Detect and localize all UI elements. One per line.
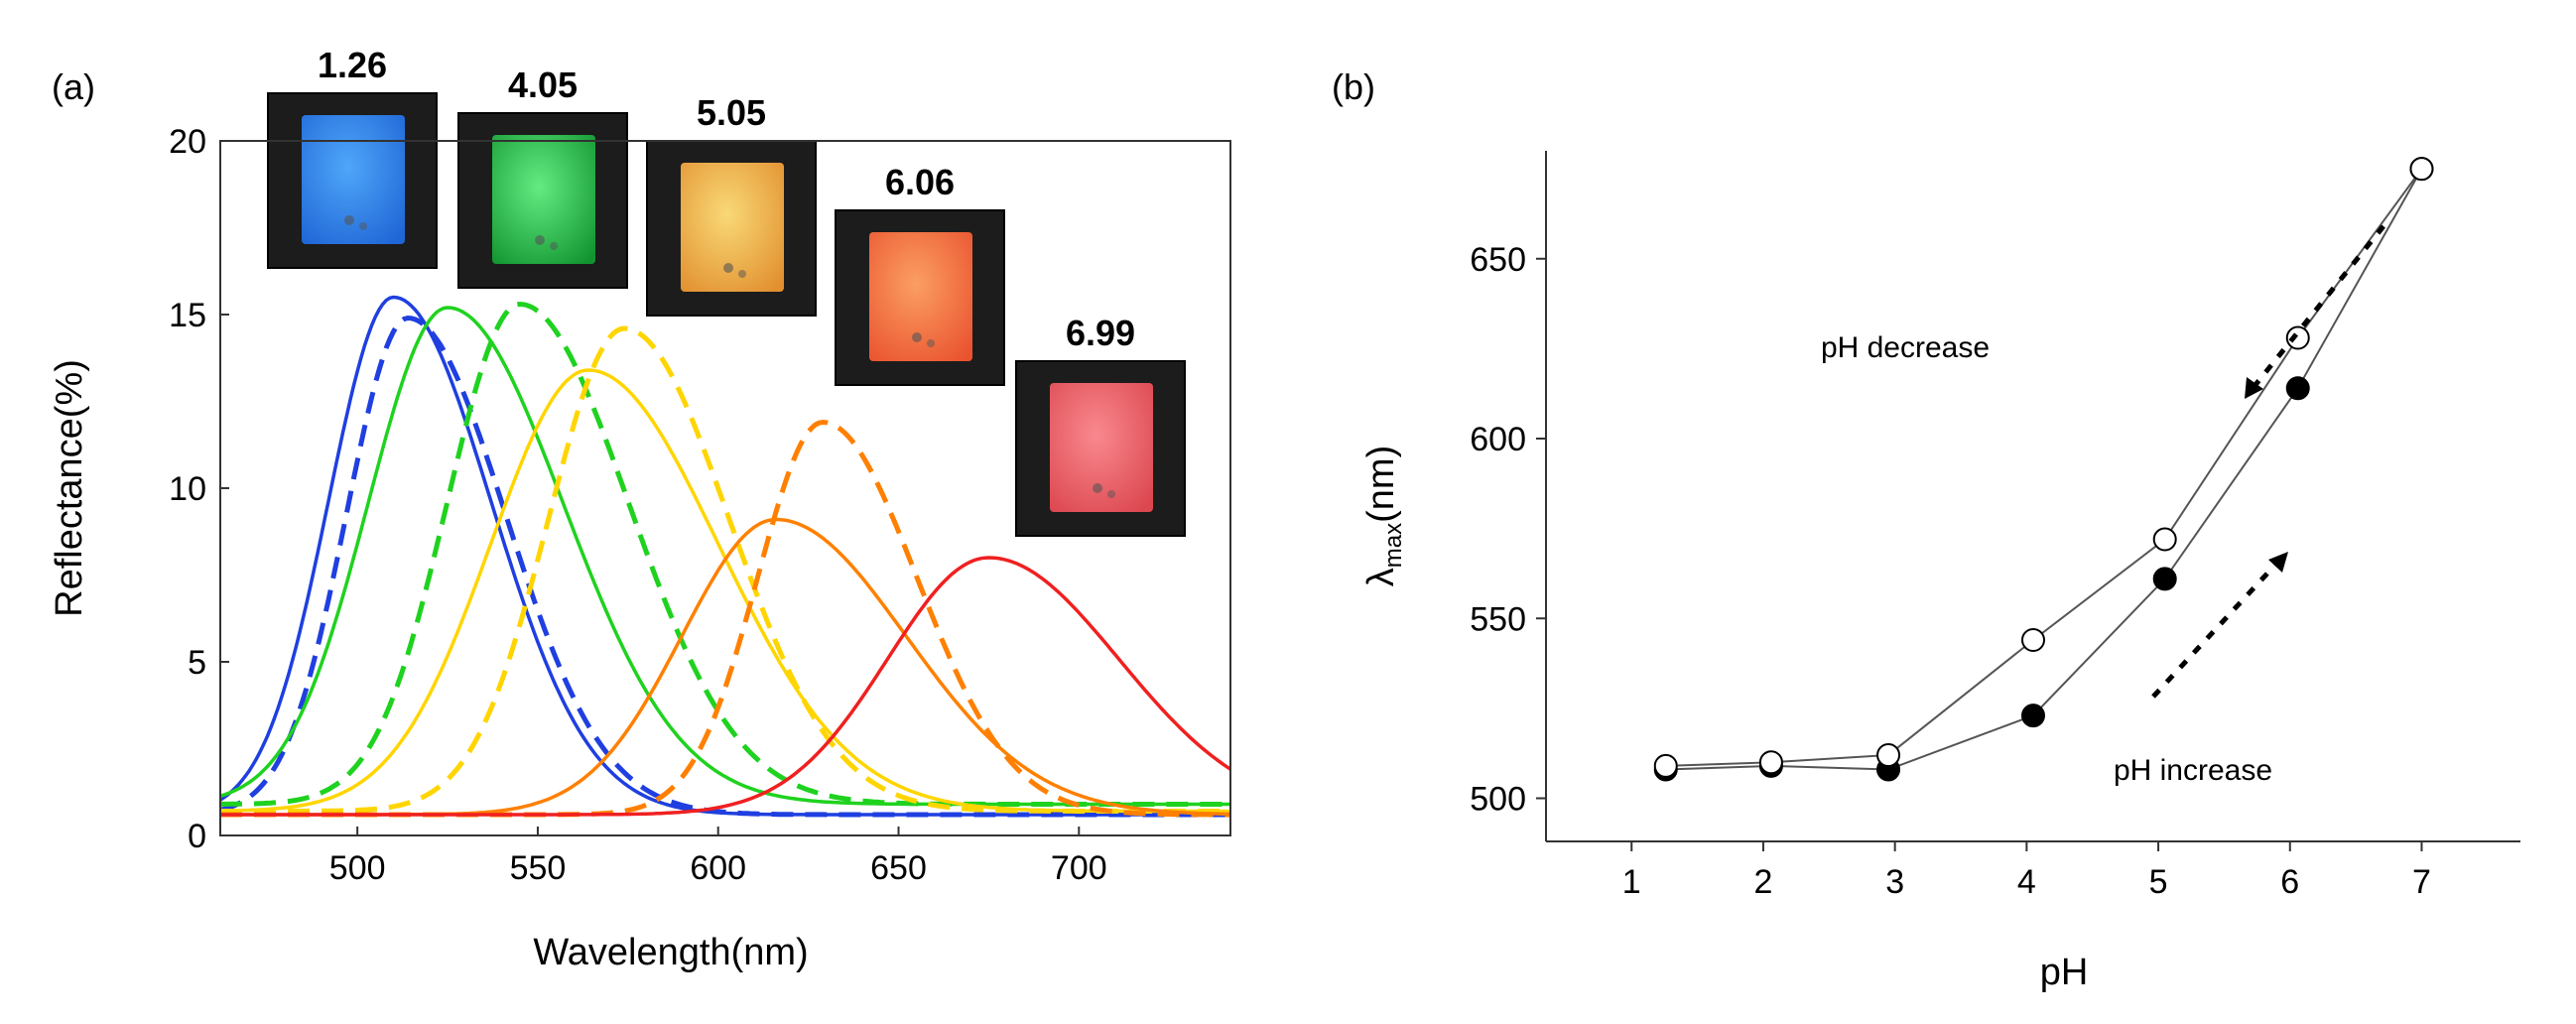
filled-marker [2152, 567, 2177, 591]
b-x-tick-label: 6 [2280, 863, 2299, 901]
filled-marker [2285, 376, 2310, 401]
b-y-tick-label: 550 [1470, 600, 1526, 638]
open-marker [2285, 325, 2310, 350]
open-marker [2152, 527, 2177, 552]
photo-film-tint [302, 115, 405, 244]
photo-speck [1093, 483, 1102, 493]
spectrum-3 [220, 306, 1230, 807]
plot-a-y-axis-label: Reflectance(%) [49, 359, 90, 617]
photo-film [1050, 383, 1153, 512]
b-x-tick-label: 7 [2412, 863, 2431, 901]
photo-speck [359, 222, 367, 230]
spectrum-7 [220, 517, 1230, 817]
a-x-tick-label: 650 [870, 849, 927, 887]
photo-speck [344, 215, 354, 225]
a-y-tick-label: 15 [169, 297, 206, 334]
y-label-unit: (nm) [1360, 446, 1402, 523]
spectrum-4 [220, 301, 1230, 807]
annotation-ph-decrease: pH decrease [1821, 331, 1990, 364]
photo-speck [738, 270, 746, 278]
b-y-tick-label: 500 [1470, 781, 1526, 819]
open-marker [1653, 753, 1678, 778]
photo-speck [1107, 490, 1115, 498]
photo-film [681, 163, 784, 292]
photo-film [869, 232, 972, 361]
photo-label: 5.05 [697, 92, 766, 133]
panel-a-label: (a) [52, 66, 95, 107]
open-marker [1758, 750, 1783, 775]
plot-a-x-axis-label: Wavelength(nm) [533, 932, 808, 973]
y-label-lambda: λ [1360, 568, 1402, 586]
photo-speck [927, 339, 935, 347]
inset-photo-5.05: 5.05 [646, 92, 817, 317]
photo-label: 1.26 [318, 45, 387, 85]
plot-a-ticks: 500 550 600 650 700 0 5 10 15 20 [169, 123, 1106, 887]
b-x-tick-label: 2 [1753, 863, 1772, 901]
plot-b-ticks: 1 2 3 4 5 6 7 500 550 600 650 [1470, 241, 2431, 901]
b-y-tick-label: 600 [1470, 421, 1526, 458]
plot-b-series-lines [1665, 168, 2423, 771]
a-y-tick-label: 0 [188, 818, 206, 855]
photo-film-tint [681, 163, 784, 292]
open-marker [1876, 743, 1901, 767]
open-marker [2409, 157, 2434, 182]
a-y-tick-label: 10 [169, 470, 206, 508]
a-x-tick-label: 700 [1051, 849, 1107, 887]
a-y-tick-label: 20 [169, 123, 206, 161]
photo-film-tint [869, 232, 972, 361]
b-y-tick-label: 650 [1470, 241, 1526, 279]
b-x-tick-label: 5 [2149, 863, 2168, 901]
filled-marker [2021, 704, 2045, 728]
photo-speck [535, 235, 545, 245]
spectrum-2 [220, 315, 1230, 818]
inset-photo-4.05: 4.05 [457, 64, 628, 289]
plot-b-x-axis-label: pH [2040, 952, 2089, 993]
series-line-2 [1665, 168, 2423, 771]
inset-photo-6.06: 6.06 [835, 162, 1005, 386]
reflectance-curves [220, 295, 1230, 818]
annotation-ph-increase: pH increase [2114, 754, 2272, 787]
a-y-tick-label: 5 [188, 644, 206, 682]
photo-speck [723, 263, 733, 273]
photo-film-tint [1050, 383, 1153, 512]
photo-label: 6.06 [885, 162, 955, 202]
plot-b-markers [1653, 157, 2434, 782]
photo-film [302, 115, 405, 244]
spectrum-9 [220, 556, 1230, 817]
decrease-arrow [2245, 224, 2385, 399]
photo-film-tint [492, 135, 595, 264]
photo-label: 4.05 [508, 64, 578, 105]
b-x-tick-label: 1 [1622, 863, 1641, 901]
photo-film [492, 135, 595, 264]
photo-speck [550, 242, 558, 250]
series-line-1 [1665, 168, 2423, 767]
increase-arrow [2151, 552, 2288, 699]
plot-b-y-axis-label: λmax(nm) [1360, 446, 1407, 586]
y-label-subscript: max [1380, 523, 1407, 568]
open-marker [2021, 628, 2045, 652]
b-x-tick-label: 4 [2017, 863, 2036, 901]
a-x-tick-label: 600 [690, 849, 746, 887]
inset-photos: 1.26 4.05 5.05 6.06 6.99 [267, 45, 1186, 537]
panel-b-label: (b) [1332, 66, 1375, 107]
a-x-tick-label: 500 [329, 849, 386, 887]
b-x-tick-label: 3 [1885, 863, 1904, 901]
inset-photo-1.26: 1.26 [267, 45, 438, 269]
spectrum-8 [220, 419, 1230, 818]
photo-label: 6.99 [1066, 313, 1135, 353]
photo-speck [912, 332, 922, 342]
inset-photo-6.99: 6.99 [1015, 313, 1186, 537]
a-x-tick-label: 550 [510, 849, 567, 887]
